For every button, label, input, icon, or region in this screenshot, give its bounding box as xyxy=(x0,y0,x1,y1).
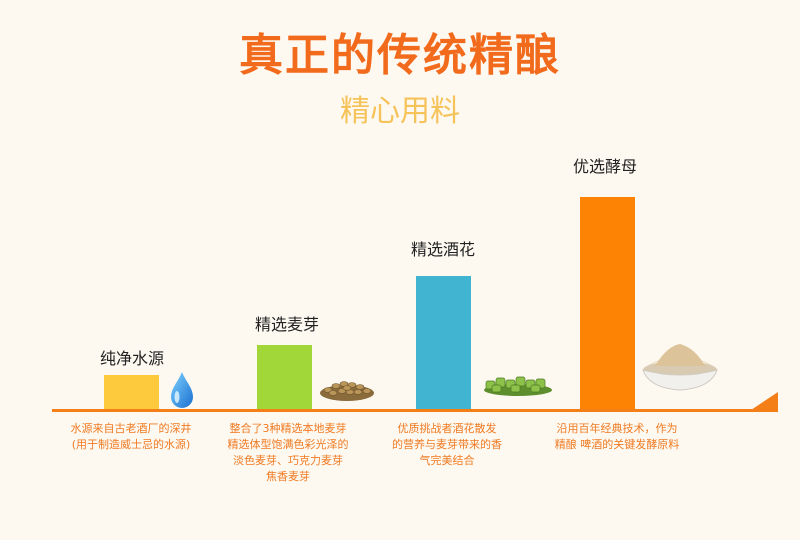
bar-malt xyxy=(257,345,312,410)
bar-label-yeast: 优选酵母 xyxy=(572,157,637,176)
desc-line: 精选体型饱满色彩光泽的 xyxy=(227,438,349,451)
desc-line: 的营养与麦芽带来的香 xyxy=(392,438,502,451)
bar-water xyxy=(104,375,159,410)
malt-grains-icon xyxy=(320,381,374,401)
bar-label-malt: 精选麦芽 xyxy=(254,315,319,334)
timeline-axis xyxy=(52,409,752,412)
desc-line: 淡色麦芽、巧克力麦芽 xyxy=(233,454,343,467)
water-drop-icon xyxy=(171,372,193,408)
desc-line: (用于制造威士忌的水源) xyxy=(71,438,191,451)
desc-line: 气完美结合 xyxy=(419,454,475,467)
bar-label-water: 纯净水源 xyxy=(99,349,164,368)
desc-yeast: 沿用百年经典技术，作为 精酿 啤酒的关键发酵原料 xyxy=(537,421,697,453)
desc-malt: 整合了3种精选本地麦芽 精选体型饱满色彩光泽的 淡色麦芽、巧克力麦芽 焦香麦芽 xyxy=(213,421,363,485)
bar-yeast xyxy=(580,197,635,410)
axis-arrow-icon xyxy=(748,392,778,412)
bar-label-hops: 精选酒花 xyxy=(410,240,475,259)
desc-line: 精酿 啤酒的关键发酵原料 xyxy=(554,438,680,451)
page-subtitle: 精心用料 xyxy=(340,94,460,129)
page-title: 真正的传统精酿 xyxy=(239,30,561,81)
desc-line: 优质挑战者酒花散发 xyxy=(397,422,497,435)
desc-line: 沿用百年经典技术，作为 xyxy=(556,422,678,435)
desc-water: 水源来自古老酒厂的深井 (用于制造威士忌的水源) xyxy=(56,421,206,453)
desc-line: 整合了3种精选本地麦芽 xyxy=(229,422,347,435)
yeast-bowl-icon xyxy=(642,344,718,391)
hops-pellets-icon xyxy=(484,376,552,396)
bar-hops xyxy=(416,276,471,410)
desc-line: 水源来自古老酒厂的深井 xyxy=(70,422,192,435)
desc-line: 焦香麦芽 xyxy=(266,470,310,483)
desc-hops: 优质挑战者酒花散发 的营养与麦芽带来的香 气完美结合 xyxy=(372,421,522,469)
